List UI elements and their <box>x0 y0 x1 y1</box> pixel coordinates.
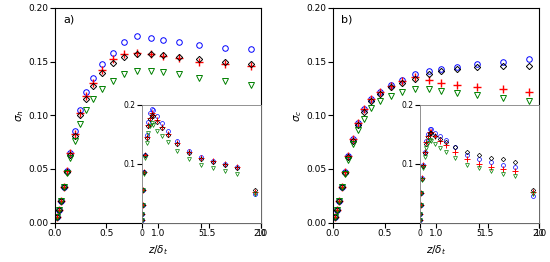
Text: b): b) <box>342 14 353 24</box>
Text: a): a) <box>63 14 74 24</box>
X-axis label: $z/\delta_t$: $z/\delta_t$ <box>148 243 168 257</box>
Y-axis label: $\sigma_c$: $\sigma_c$ <box>292 109 304 122</box>
Y-axis label: $\sigma_h$: $\sigma_h$ <box>14 109 26 122</box>
X-axis label: $z/\delta_t$: $z/\delta_t$ <box>426 243 446 257</box>
